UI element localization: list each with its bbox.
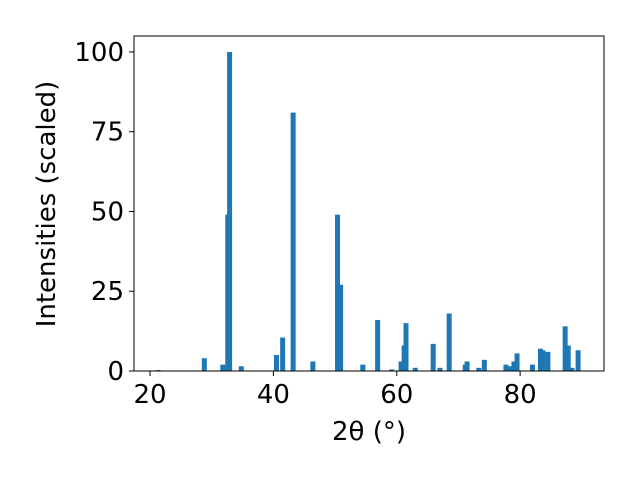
bar — [562, 326, 568, 371]
bar — [290, 112, 296, 372]
bar — [565, 345, 571, 371]
x-axis-label: 2θ (°) — [332, 417, 406, 447]
x-tick-label: 80 — [504, 380, 537, 410]
bar — [273, 355, 279, 371]
bar — [529, 364, 535, 371]
bar — [437, 367, 443, 371]
y-tick-label: 75 — [91, 118, 124, 148]
bar — [503, 364, 509, 371]
bar — [310, 361, 316, 371]
bar — [389, 369, 395, 371]
bar — [511, 361, 517, 371]
bar — [514, 353, 520, 371]
bar — [575, 350, 581, 371]
bar — [360, 364, 366, 371]
bar — [227, 51, 233, 371]
axes-frame — [133, 35, 605, 372]
y-axis-label: Intensities (scaled) — [32, 81, 62, 328]
y-tick-label: 25 — [91, 277, 124, 307]
plot-area — [155, 51, 581, 372]
bar — [540, 350, 546, 371]
x-tick-label: 20 — [133, 380, 166, 410]
x-tick-label: 60 — [380, 380, 413, 410]
x-tick-label: 40 — [257, 380, 290, 410]
bar — [545, 351, 551, 371]
bar — [280, 337, 286, 371]
bar — [569, 367, 575, 371]
bar — [508, 366, 514, 371]
bar — [412, 367, 418, 371]
bar — [476, 367, 482, 371]
bar — [481, 359, 487, 371]
bar — [430, 343, 436, 371]
bar — [375, 319, 381, 371]
bar — [403, 323, 409, 371]
bar — [446, 313, 452, 371]
bar — [398, 361, 404, 371]
bar — [335, 214, 341, 371]
bar — [201, 358, 207, 371]
y-tick-label: 100 — [74, 38, 124, 68]
bar — [338, 284, 344, 371]
bar — [238, 366, 244, 371]
y-tick-label: 0 — [107, 357, 124, 387]
bar — [464, 361, 470, 371]
y-tick-label: 50 — [91, 197, 124, 227]
bar — [220, 364, 226, 371]
